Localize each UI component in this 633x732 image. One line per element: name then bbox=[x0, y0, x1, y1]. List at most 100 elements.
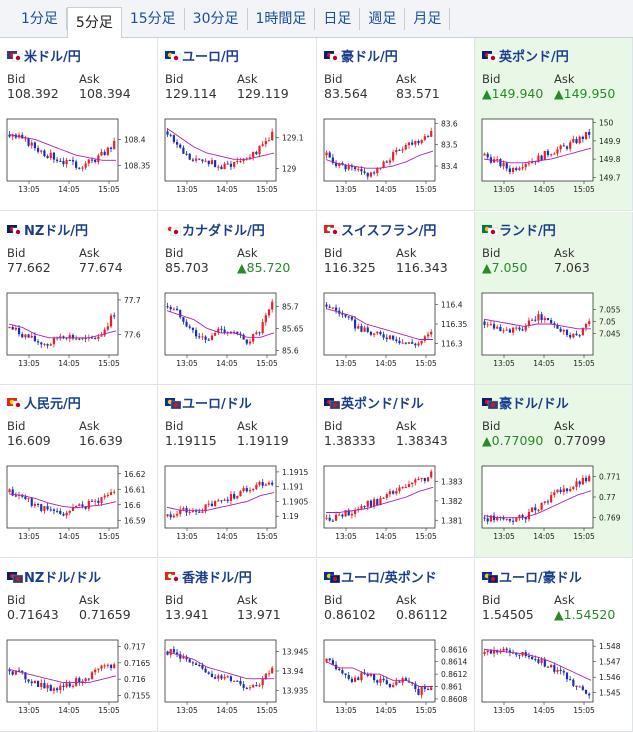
pair-name[interactable]: 人民元/円 bbox=[24, 397, 81, 412]
price-chart[interactable]: 1.383 1.382 1.381 13:05 14:05 15:05 bbox=[322, 463, 472, 543]
y-tick-label: 77.6 bbox=[124, 330, 141, 339]
pair-title[interactable]: 英ポンド/円 bbox=[482, 46, 569, 65]
price-chart[interactable]: 1.548 1.547 1.546 1.545 13:05 14:05 15:05 bbox=[480, 637, 630, 717]
tab-6[interactable]: 週足 bbox=[360, 8, 406, 30]
pair-card-1[interactable]: ユーロ/円 Bid Ask 129.114 129.119 129.1 129 13:05 14… bbox=[158, 38, 317, 211]
tab-5[interactable]: 日足 bbox=[315, 8, 361, 30]
candle-body bbox=[81, 337, 84, 339]
candle-body bbox=[33, 503, 37, 506]
x-tick-label: 14:05 bbox=[58, 706, 80, 715]
candle-body bbox=[75, 505, 78, 508]
tab-1[interactable]: 5分足 bbox=[66, 7, 122, 39]
tab-4[interactable]: 1時間足 bbox=[248, 8, 316, 30]
price-chart[interactable]: 85.7 85.65 85.6 13:05 14:05 15:05 bbox=[163, 290, 313, 370]
tab-0[interactable]: 1分足 bbox=[13, 8, 67, 30]
pair-card-12[interactable]: NZドル/ドル Bid Ask 0.71643 0.71659 0.717 0.7165 0.… bbox=[0, 558, 158, 732]
pair-name[interactable]: 豪ドル/円 bbox=[341, 50, 398, 65]
pair-name[interactable]: ユーロ/豪ドル bbox=[499, 570, 582, 586]
pair-name[interactable]: ユーロ/ドル bbox=[182, 397, 252, 412]
price-chart[interactable]: 16.62 16.61 16.6 16.59 13:05 14:05 15:05 bbox=[5, 463, 155, 543]
price-chart[interactable]: 13.945 13.94 13.935 13:05 14:05 15:05 bbox=[163, 637, 313, 717]
pair-title[interactable]: NZドル/円 bbox=[7, 220, 88, 239]
pair-title[interactable]: ランド/円 bbox=[482, 220, 556, 239]
pair-card-11[interactable]: 豪ドル/ドル Bid Ask ▲0.77090 0.77099 0.771 0.77 0.76… bbox=[475, 385, 633, 558]
pair-title[interactable]: 米ドル/円 bbox=[7, 46, 81, 65]
candle-body bbox=[502, 163, 505, 167]
candle-body bbox=[562, 145, 565, 147]
pair-name[interactable]: NZドル/ドル bbox=[24, 570, 102, 586]
pair-title[interactable]: ユーロ/ドル bbox=[165, 393, 252, 412]
pair-card-3[interactable]: 英ポンド/円 Bid Ask ▲149.940 ▲149.950 150 149.9 149.… bbox=[475, 38, 633, 211]
pair-title[interactable]: 豪ドル/円 bbox=[324, 46, 398, 65]
candle-body bbox=[90, 500, 94, 502]
price-chart[interactable]: 150 149.9 149.8 149.7 13:05 14:05 15:05 bbox=[480, 116, 630, 196]
pair-card-13[interactable]: 香港ドル/円 Bid Ask 13.941 13.971 13.945 13.94 13.93… bbox=[158, 558, 317, 732]
candle-body bbox=[204, 336, 207, 340]
price-chart[interactable]: 0.8616 0.8614 0.8612 0.861 0.8608 13:05 14:05 1… bbox=[322, 637, 472, 717]
chart-frame bbox=[6, 292, 119, 355]
pair-name[interactable]: 香港ドル/円 bbox=[182, 570, 252, 586]
pair-title[interactable]: ユーロ/英ポンド bbox=[324, 567, 437, 586]
pair-name[interactable]: ユーロ/円 bbox=[182, 50, 239, 65]
price-chart[interactable]: 7.055 7.05 7.045 13:05 14:05 15:05 bbox=[480, 290, 630, 370]
candle-body bbox=[59, 160, 62, 162]
price-chart[interactable]: 0.771 0.77 0.769 13:05 14:05 15:05 bbox=[480, 463, 630, 543]
price-chart[interactable]: 0.717 0.7165 0.716 0.7155 13:05 14:05 15:05 bbox=[5, 637, 155, 717]
pair-title[interactable]: ユーロ/円 bbox=[165, 46, 239, 65]
candle-body bbox=[505, 329, 508, 331]
pair-card-9[interactable]: ユーロ/ドル Bid Ask 1.19115 1.19119 1.1915 1.191 1.1… bbox=[158, 385, 317, 558]
y-tick-label: 16.59 bbox=[124, 516, 146, 525]
pair-card-7[interactable]: ランド/円 Bid Ask ▲7.050 7.063 7.055 7.05 7.045 13:0… bbox=[475, 211, 633, 385]
ask-value: 129.119 bbox=[237, 86, 289, 101]
pair-name[interactable]: ランド/円 bbox=[499, 223, 556, 239]
price-chart[interactable]: 116.4 116.35 116.3 13:05 14:05 15:05 bbox=[322, 290, 472, 370]
candle-body bbox=[62, 160, 65, 165]
candle-body bbox=[94, 159, 97, 162]
pair-name[interactable]: ユーロ/英ポンド bbox=[341, 570, 437, 586]
pair-title[interactable]: 英ポンド/ドル bbox=[324, 393, 424, 412]
pair-name[interactable]: 豪ドル/ドル bbox=[499, 397, 569, 412]
price-chart[interactable]: 108.4 108.35 13:05 14:05 15:05 bbox=[5, 116, 155, 196]
ask-label: Ask bbox=[396, 245, 417, 260]
pair-card-0[interactable]: 米ドル/円 Bid Ask 108.392 108.394 108.4 108.35 13:0… bbox=[0, 38, 158, 211]
candle-body bbox=[420, 340, 423, 343]
price-chart[interactable]: 77.7 77.6 13:05 14:05 15:05 bbox=[5, 290, 155, 370]
candle-body bbox=[553, 664, 556, 672]
pair-title[interactable]: 香港ドル/円 bbox=[165, 567, 252, 586]
pair-card-5[interactable]: カナダドル/円 Bid Ask 85.703 ▲85.720 85.7 85.65 85.6 1… bbox=[158, 211, 317, 385]
pair-card-4[interactable]: NZドル/円 Bid Ask 77.662 77.674 77.7 77.6 13:05 14:… bbox=[0, 211, 158, 385]
x-tick-label: 14:05 bbox=[533, 706, 555, 715]
pair-card-2[interactable]: 豪ドル/円 Bid Ask 83.564 83.571 83.6 83.5 83.4 13:05… bbox=[317, 38, 475, 211]
pair-title[interactable]: ユーロ/豪ドル bbox=[482, 567, 582, 586]
candle-body bbox=[56, 687, 59, 690]
x-tick-label: 13:05 bbox=[176, 359, 198, 368]
pair-name[interactable]: スイスフラン/円 bbox=[341, 223, 437, 239]
pair-name[interactable]: カナダドル/円 bbox=[182, 223, 265, 239]
price-chart[interactable]: 129.1 129 13:05 14:05 15:05 bbox=[163, 116, 313, 196]
pair-title[interactable]: 豪ドル/ドル bbox=[482, 393, 569, 412]
price-chart[interactable]: 83.6 83.5 83.4 13:05 14:05 15:05 bbox=[322, 116, 472, 196]
pair-card-6[interactable]: スイスフラン/円 Bid Ask 116.325 116.343 116.4 116.35 1… bbox=[317, 211, 475, 385]
price-chart[interactable]: 1.1915 1.191 1.1905 1.19 13:05 14:05 15:05 bbox=[163, 463, 313, 543]
pair-name[interactable]: 英ポンド/ドル bbox=[341, 397, 424, 412]
pair-name[interactable]: NZドル/円 bbox=[24, 223, 89, 239]
pair-title[interactable]: NZドル/ドル bbox=[7, 567, 101, 586]
tab-3[interactable]: 30分足 bbox=[185, 8, 248, 30]
tab-2[interactable]: 15分足 bbox=[122, 8, 185, 30]
tab-7[interactable]: 月足 bbox=[405, 8, 451, 30]
y-tick-label: 13.935 bbox=[282, 686, 308, 695]
candle-body bbox=[411, 482, 414, 485]
pair-name[interactable]: 米ドル/円 bbox=[24, 50, 81, 65]
pair-card-10[interactable]: 英ポンド/ドル Bid Ask 1.38333 1.38343 1.383 1.382 1.3… bbox=[317, 385, 475, 558]
pair-title[interactable]: スイスフラン/円 bbox=[324, 220, 436, 239]
candle-body bbox=[489, 323, 492, 325]
candle-body bbox=[78, 504, 81, 506]
pair-title[interactable]: カナダドル/円 bbox=[165, 220, 265, 239]
pair-name[interactable]: 英ポンド/円 bbox=[499, 50, 569, 65]
pair-card-14[interactable]: ユーロ/英ポンド Bid Ask 0.86102 0.86112 0.8616 0.8614… bbox=[317, 558, 475, 732]
pair-card-8[interactable]: 人民元/円 Bid Ask 16.609 16.639 16.62 16.61 16.6 16.… bbox=[0, 385, 158, 558]
pair-title[interactable]: 人民元/円 bbox=[7, 393, 81, 412]
pair-card-15[interactable]: ユーロ/豪ドル Bid Ask 1.54505 ▲1.54520 1.548 1.547 1.… bbox=[475, 558, 633, 732]
candle-body bbox=[194, 329, 198, 336]
chart-frame bbox=[323, 465, 436, 529]
